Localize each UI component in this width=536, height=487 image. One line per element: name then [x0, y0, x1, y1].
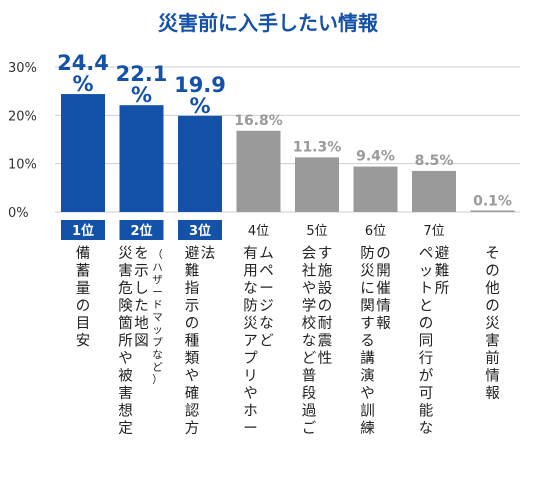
- y-axis: 0% 10% 20% 30%: [8, 61, 37, 221]
- category-label: 災害危険箇所や被害想定: [118, 246, 133, 437]
- data-label: 9.4%: [356, 149, 395, 165]
- rank-badge: [119, 220, 164, 240]
- bar: [119, 105, 164, 212]
- category-label: ムページなど: [259, 246, 274, 350]
- category-label: その他の災害前情報: [485, 246, 500, 402]
- bar: [178, 115, 222, 212]
- data-label: 8.5%: [415, 153, 454, 169]
- category-label: 有用な防災アプリやホー: [243, 245, 258, 437]
- data-label: 0.1%: [473, 194, 512, 210]
- bar: [295, 157, 339, 212]
- rank-badge: [61, 220, 105, 240]
- bar: [412, 170, 456, 212]
- category-label: 備蓄量の目安: [76, 245, 91, 350]
- y-tick-label: 10%: [8, 158, 37, 173]
- rank-label: 7位: [423, 224, 444, 239]
- category-label: す施設の耐震性: [318, 245, 333, 367]
- rank-label: 3位: [189, 223, 211, 239]
- chart-title: 災害前に入手したい情報: [158, 11, 379, 35]
- bar: [470, 210, 515, 212]
- data-label: 24.4: [57, 51, 109, 75]
- rank-label: 2位: [130, 223, 152, 239]
- bar: [236, 130, 281, 212]
- category-label: 避難指示の種類や確認方: [185, 245, 200, 437]
- rank-label: 5位: [306, 224, 327, 239]
- data-label-unit: %: [189, 94, 210, 118]
- category-label: 防災に関する講演や訓練: [360, 245, 375, 437]
- data-label: 16.8%: [234, 113, 283, 129]
- rank-badge: [178, 220, 222, 240]
- bar: [61, 94, 105, 212]
- category-note: （ハザードマップなど）: [152, 249, 163, 386]
- bars: 24.4% 22.1% 19.9%16.8%11.3%9.4% 8.5%0.1%: [57, 51, 515, 212]
- y-tick-label: 20%: [8, 109, 37, 124]
- category-label: 会社や学校など普段過ご: [302, 245, 317, 437]
- data-label: 22.1: [116, 62, 168, 86]
- category-label: を示した地図: [134, 245, 149, 350]
- y-tick-label: 30%: [8, 61, 37, 76]
- data-label: 19.9: [174, 73, 226, 97]
- data-label-unit: %: [72, 72, 93, 96]
- category-label: 避難所: [435, 245, 450, 297]
- category-label: の開催情報: [376, 246, 391, 332]
- rank-label: 6位: [365, 224, 386, 239]
- data-label-unit: %: [131, 83, 152, 107]
- rank-label: 4位: [248, 224, 269, 239]
- y-tick-label: 0%: [8, 206, 29, 221]
- category-label: ペットとの同行が可能な: [419, 246, 434, 437]
- bar: [353, 166, 398, 212]
- category-label: 法: [201, 245, 216, 262]
- data-label: 11.3%: [293, 139, 342, 155]
- rank-label: 1位: [72, 223, 94, 239]
